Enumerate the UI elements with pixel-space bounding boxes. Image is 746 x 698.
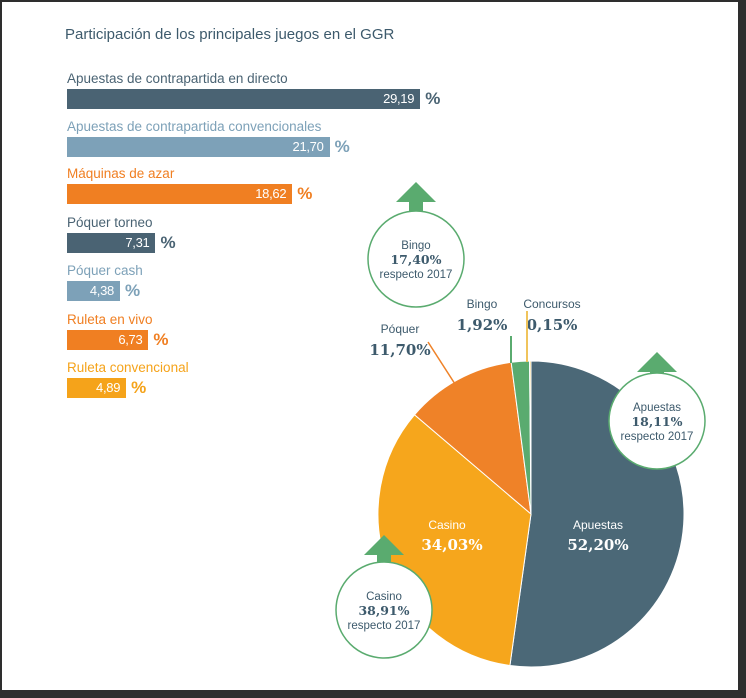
bar-unit: % <box>124 281 141 300</box>
slice-label: Casino <box>428 518 466 532</box>
annotation-label: Apuestas <box>633 402 681 414</box>
annotation-value: 18,11% <box>631 414 682 429</box>
slice-value: 11,70% <box>369 341 430 359</box>
bar-label: Apuestas de contrapartida en directo <box>67 71 288 86</box>
annotation-label: Casino <box>366 591 402 603</box>
pie-slice <box>529 360 532 515</box>
bar-label: Ruleta convencional <box>67 360 189 375</box>
annotation-label: Bingo <box>401 240 430 252</box>
slice-value: 1,92% <box>457 316 508 334</box>
bar: 4,89 <box>67 378 127 398</box>
bar-label: Apuestas de contrapartida convencionales <box>67 119 322 134</box>
bar-unit: % <box>334 137 350 156</box>
annotation-value: 17,40% <box>390 252 441 267</box>
bar-unit: % <box>297 184 313 203</box>
pie-slice <box>413 361 532 516</box>
annotation-bubble <box>608 372 706 470</box>
slice-value: 52,20% <box>567 536 628 554</box>
leader-line <box>427 341 456 385</box>
annotation-note: respecto 2017 <box>348 620 421 632</box>
bar-label: Máquinas de azar <box>67 166 175 181</box>
bar: 7,31 <box>67 233 156 253</box>
bar: 21,70 <box>67 137 330 157</box>
bar-label: Ruleta en vivo <box>67 312 153 327</box>
bar-unit: % <box>153 330 169 349</box>
up-arrow-icon <box>364 535 404 568</box>
bar-unit: % <box>160 233 176 252</box>
annotation-value: 38,91% <box>358 603 409 618</box>
up-arrow-icon <box>637 352 677 379</box>
bar-label: Póquer torneo <box>67 215 153 230</box>
bar: 4,38 <box>67 281 120 301</box>
slice-value: 0,15% <box>527 316 578 334</box>
bar: 29,19 <box>67 89 421 109</box>
bar-unit: % <box>131 378 147 397</box>
bar-unit: % <box>425 89 441 108</box>
annotation-note: respecto 2017 <box>621 431 694 443</box>
slice-label: Póquer <box>381 322 420 336</box>
slice-label: Apuestas <box>573 518 623 532</box>
slice-label: Bingo <box>467 297 498 311</box>
annotation-bubble <box>367 210 465 308</box>
annotation-note: respecto 2017 <box>380 269 453 281</box>
bar: 6,73 <box>67 330 149 350</box>
bar: 18,62 <box>67 184 293 204</box>
annotation-bubble <box>335 561 433 659</box>
chart-title: Participación de los principales juegos … <box>65 26 395 43</box>
slice-value: 34,03% <box>421 536 482 554</box>
up-arrow-icon <box>396 182 436 217</box>
bar-label: Póquer cash <box>67 263 143 278</box>
slice-label: Concursos <box>523 297 580 311</box>
